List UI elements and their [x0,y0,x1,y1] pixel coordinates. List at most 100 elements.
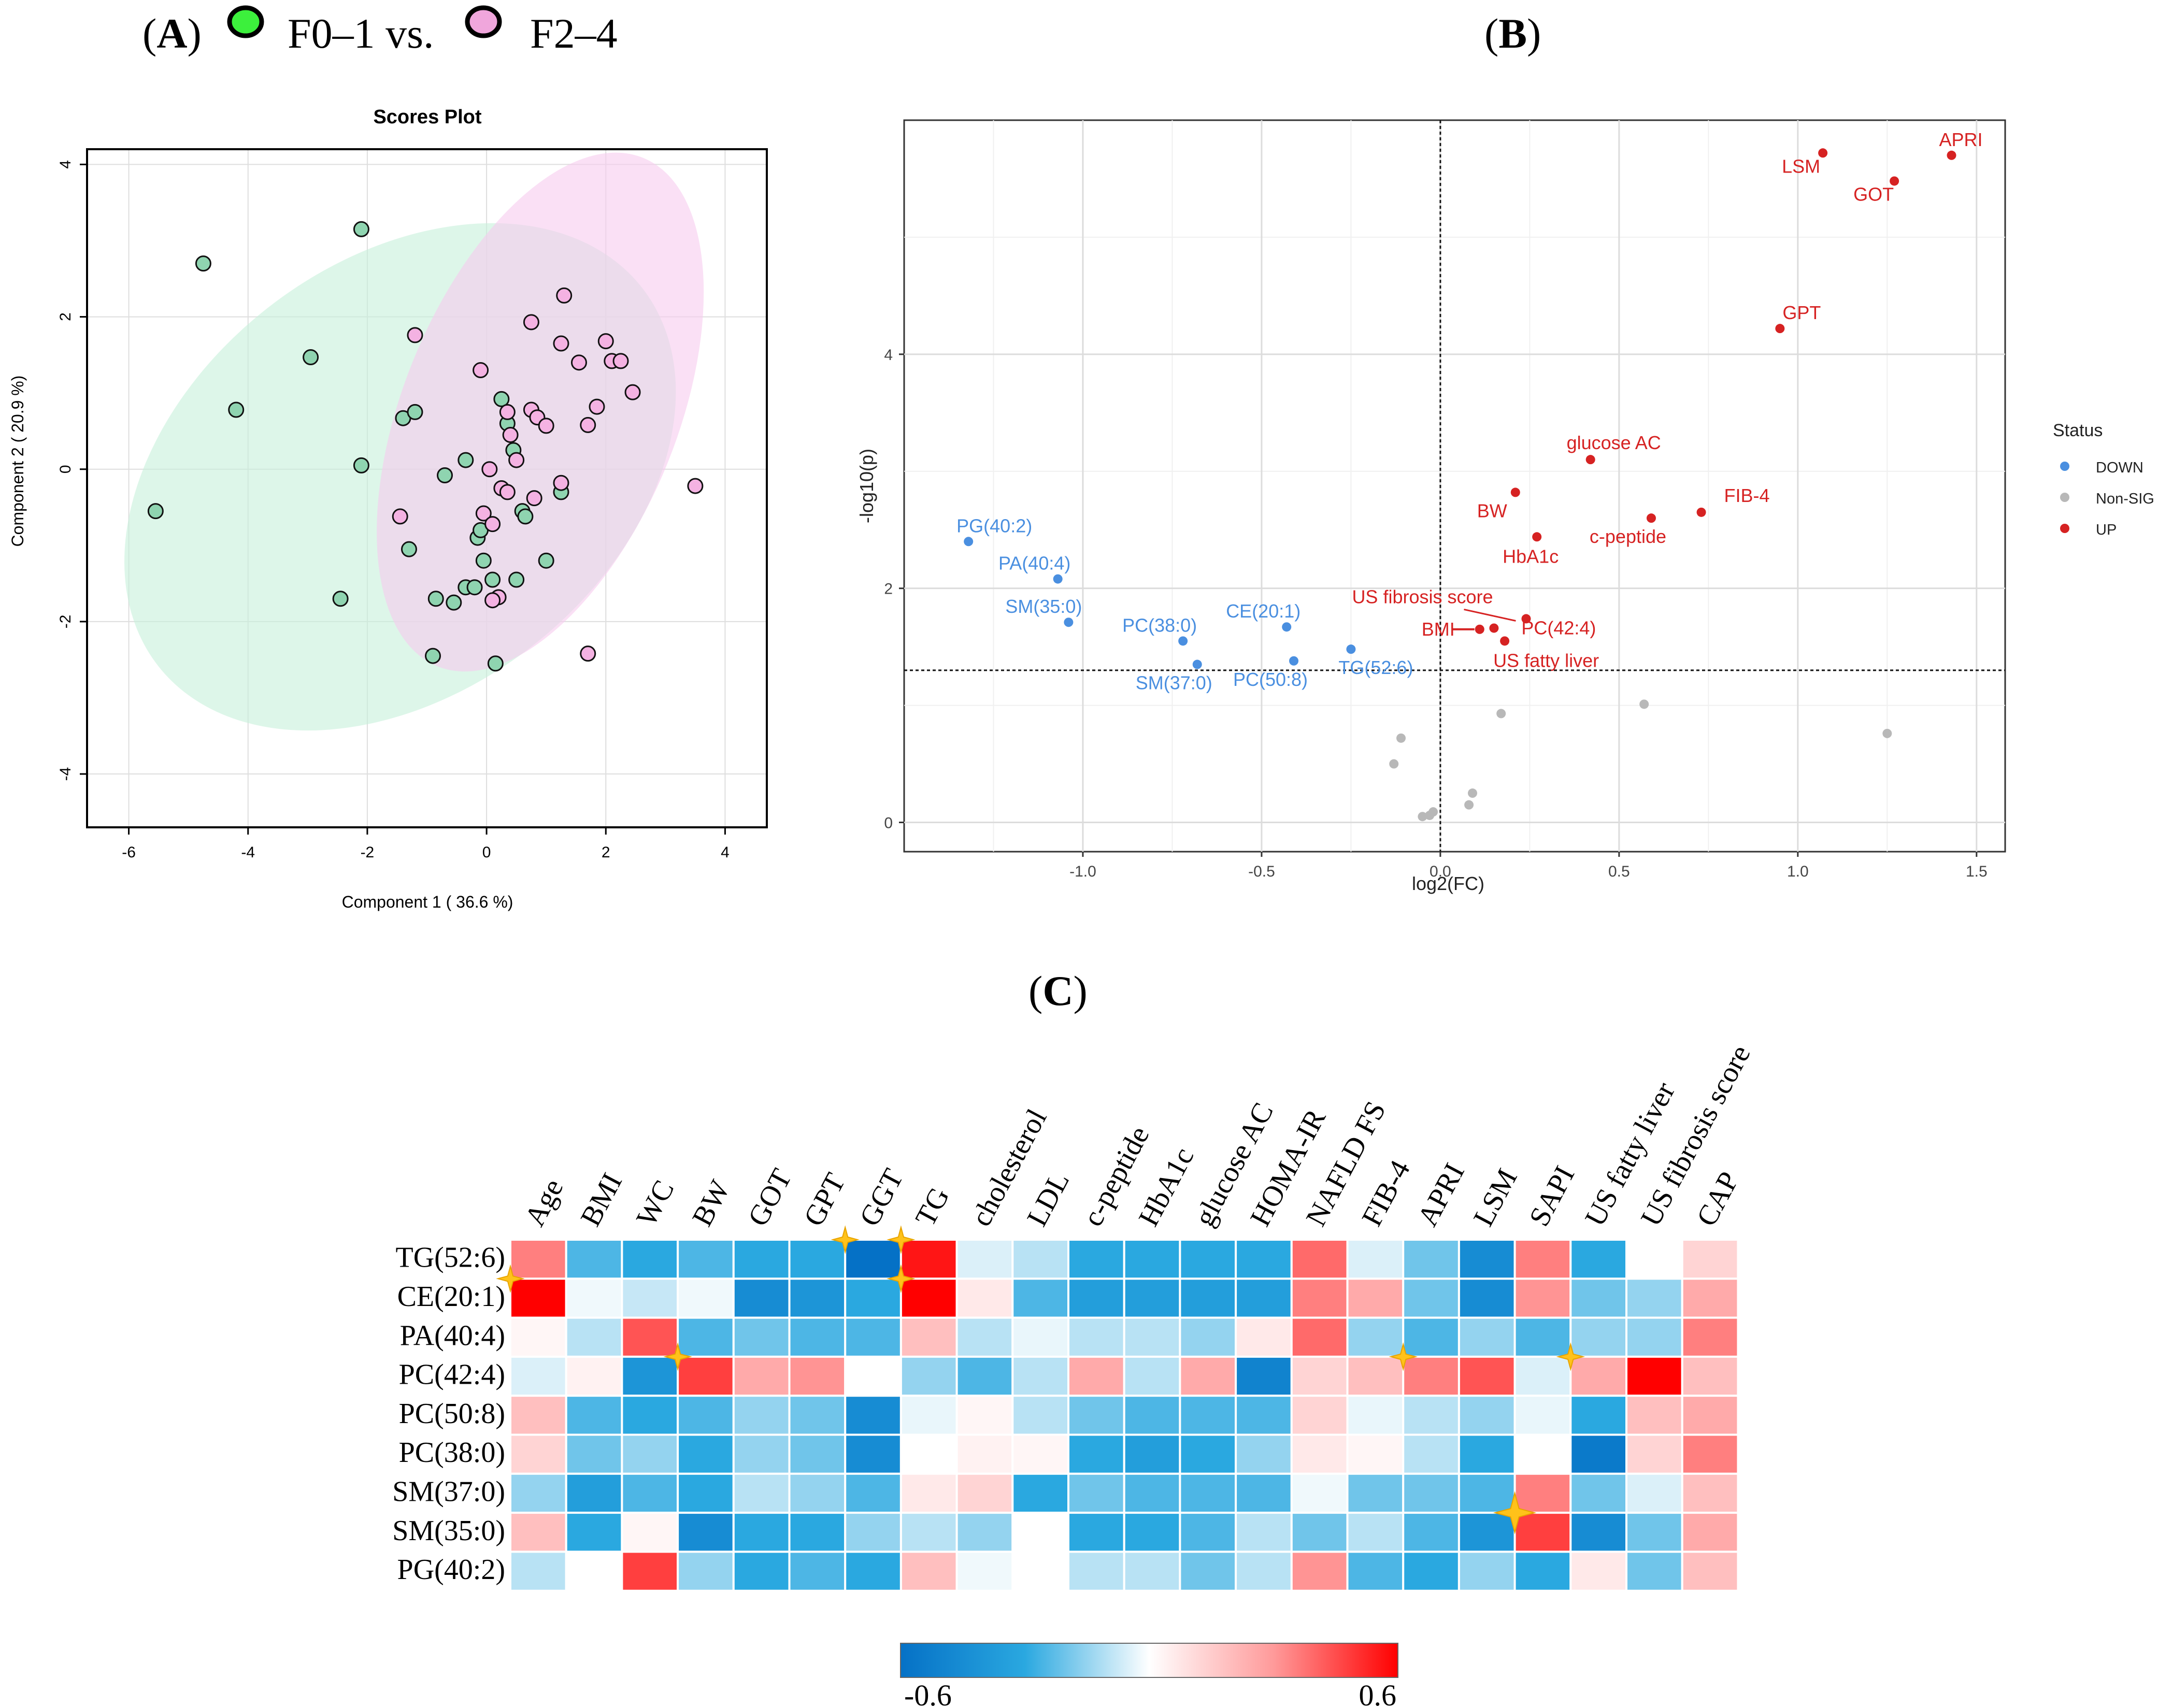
heatmap-cell [621,1512,679,1553]
heatmap-cell [1402,1239,1460,1280]
point-f24 [473,362,489,379]
heatmap-cell [1011,1316,1070,1358]
heatmap-cell [1179,1512,1237,1553]
point-f24 [508,452,525,468]
heatmap-cell [899,1551,958,1592]
legend-dot-up [2060,524,2069,533]
volcano-point-down [1053,574,1063,584]
significance-star [1556,1342,1585,1371]
volcano-point-label: GOT [1853,183,1894,205]
point-f24 [481,461,498,478]
volcano-point-nonsig [1396,733,1406,743]
volcano-point-label: PC(50:8) [1233,669,1308,690]
volcano-point-down [964,537,974,547]
x-tick-label: 0 [482,844,491,861]
heatmap-cell [1569,1355,1628,1397]
heatmap-cell [1513,1395,1572,1436]
heatmap-column-label: BW [686,1175,736,1231]
heatmap-cell [1513,1278,1572,1319]
legend-label-nonsig: Non-SIG [2096,491,2154,507]
heatmap-cell [1235,1472,1293,1514]
volcano-legend-title: Status [2053,421,2103,440]
heatmap-cell [1513,1239,1572,1280]
heatmap-cell [1402,1512,1460,1553]
heatmap-cell [732,1512,791,1553]
significance-star [663,1342,692,1371]
volcano-point-label: SM(35:0) [1005,596,1082,617]
x-tick-label: 1.0 [1787,863,1809,880]
legend-label-f24: F2–4 [530,10,618,57]
heatmap-cell [1569,1472,1628,1514]
heatmap-cell [1346,1551,1405,1592]
volcano-point-nonsig [1389,759,1399,769]
heatmap-cell [844,1551,902,1592]
point-f01 [538,552,554,569]
volcano-point-nonsig [1882,728,1892,738]
volcano-point-up [1521,614,1531,624]
heatmap-cell [899,1395,958,1436]
heatmap-cell [1123,1316,1181,1358]
heatmap-cell [844,1433,902,1475]
volcano-point-up [1646,513,1656,523]
y-tick-label: 0 [884,815,893,832]
heatmap-column-label: CAP [1691,1167,1746,1231]
heatmap-cell [1067,1551,1125,1592]
heatmap-cell [788,1395,847,1436]
y-tick-label: 0 [57,465,74,473]
point-f24 [589,398,605,415]
heatmap-cell [955,1472,1014,1514]
point-f01 [332,591,349,607]
heatmap-cell [732,1239,791,1280]
scores-plot-title: Scores Plot [373,106,481,128]
y-tick-label: 2 [884,581,893,598]
heatmap-cell [1123,1395,1181,1436]
heatmap-column-label: TG [909,1182,956,1231]
heatmap-cell [1625,1355,1683,1397]
volcano-plot-points [964,148,1956,822]
volcano-point-label: GPT [1782,302,1821,323]
colorbar-min-label: -0.6 [904,1678,952,1708]
heatmap-row-label: CE(20:1) [397,1281,505,1313]
heatmap-cell [955,1551,1014,1592]
scores-plot-points [147,221,704,672]
heatmap-cell [844,1472,902,1514]
point-f24 [687,478,704,494]
heatmap-row-label: SM(35:0) [392,1515,505,1547]
point-f24 [526,490,542,507]
heatmap-cell [1179,1551,1237,1592]
heatmap-cell [509,1239,567,1280]
point-f01 [407,404,423,420]
point-f24 [553,475,569,491]
x-tick-label: 0.5 [1608,863,1630,880]
heatmap-row-label: PA(40:4) [400,1319,505,1352]
volcano-point-up [1818,148,1828,158]
heatmap-cell [509,1472,567,1514]
point-f01 [425,648,441,664]
point-f24 [475,505,492,522]
heatmap-row-label: SM(37:0) [392,1476,505,1508]
heatmap-cell [1290,1472,1349,1514]
point-f24 [556,287,573,304]
heatmap-cell [1346,1472,1405,1514]
volcano-point-nonsig [1464,800,1474,810]
heatmap-cell [1067,1395,1125,1436]
point-f24 [502,427,519,443]
heatmap-cell [1457,1239,1516,1280]
heatmap-cell [1290,1278,1349,1319]
heatmap-cell [1123,1278,1181,1319]
heatmap-cell [1290,1239,1349,1280]
legend-label-f01: F0–1 vs. [288,10,434,57]
top-legend: (A) F0–1 vs. F2–4 (B) (C) [142,5,1541,1014]
heatmap-cell [844,1239,902,1280]
point-f24 [484,516,501,533]
x-tick-label: -2 [361,844,375,861]
heatmap-cell [788,1355,847,1397]
volcano-plot-xlabel: log2(FC) [1412,873,1484,894]
heatmap-cell [844,1355,902,1397]
heatmap-column-label: APRI [1411,1158,1471,1231]
heatmap-cell [899,1355,958,1397]
volcano-plot-frame [903,119,2006,853]
scores-plot: Scores Plot -6 -4 -2 0 2 4 -4 -2 0 2 4 Component 1… [8,106,768,911]
volcano-point-label: CE(20:1) [1226,600,1300,622]
